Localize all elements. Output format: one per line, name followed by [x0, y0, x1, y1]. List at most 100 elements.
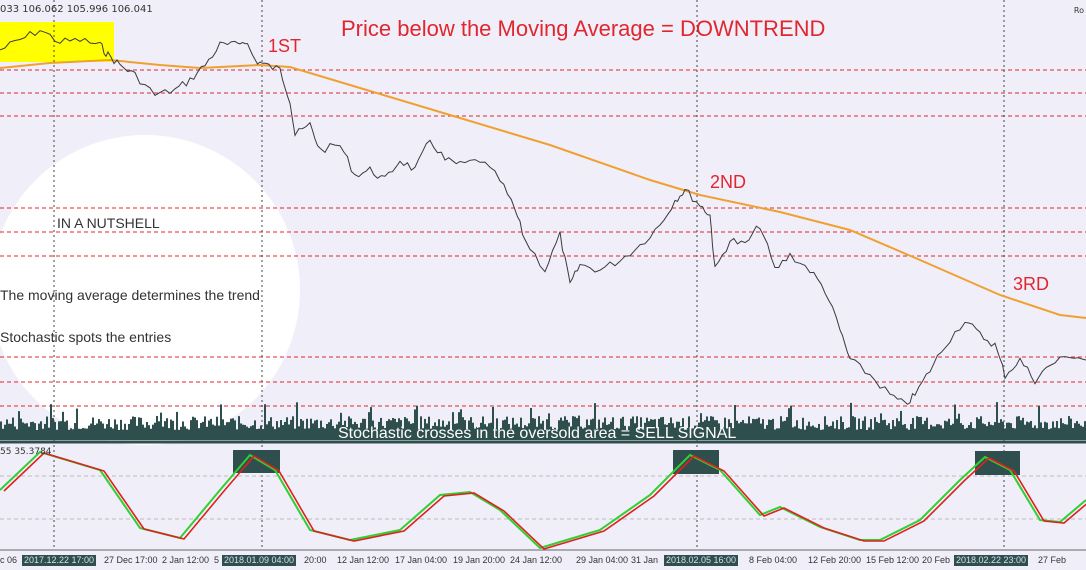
volume-bar	[844, 429, 846, 440]
volume-bar	[1050, 428, 1052, 440]
volume-bar	[264, 404, 266, 440]
volume-bar	[204, 416, 206, 440]
volume-bar	[1008, 422, 1010, 440]
volume-bar	[556, 429, 558, 440]
volume-bar	[74, 423, 76, 440]
volume-bar	[1024, 424, 1026, 440]
volume-bar	[136, 425, 138, 440]
volume-bar	[152, 424, 154, 440]
volume-bar	[42, 428, 44, 440]
volume-bar	[878, 423, 880, 440]
sell-signal-text: Stochastic crosses in the oversold area …	[338, 425, 737, 442]
volume-bar	[248, 427, 250, 440]
volume-bars	[0, 402, 1086, 440]
volume-bar	[356, 423, 358, 440]
volume-bar	[786, 417, 788, 440]
volume-bar	[842, 422, 844, 440]
volume-bar	[128, 423, 130, 440]
volume-bar	[534, 418, 536, 440]
volume-bar	[36, 429, 38, 440]
volume-bar	[460, 409, 462, 440]
volume-bar	[116, 424, 118, 440]
volume-bar	[62, 411, 64, 440]
volume-bar	[572, 416, 574, 440]
volume-bar	[894, 426, 896, 440]
volume-bar	[998, 422, 1000, 440]
volume-bar	[866, 429, 868, 440]
volume-bar	[176, 411, 178, 440]
volume-bar	[860, 428, 862, 440]
volume-bar	[638, 429, 640, 440]
volume-bar	[976, 417, 978, 440]
volume-bar	[396, 422, 398, 440]
time-axis-label: 15 Feb 12:00	[866, 555, 920, 565]
volume-bar	[190, 420, 192, 440]
volume-bar	[448, 421, 450, 440]
volume-bar	[720, 428, 722, 440]
volume-bar	[124, 423, 126, 440]
volume-bar	[412, 423, 414, 440]
volume-bar	[984, 424, 986, 440]
volume-bar	[76, 408, 78, 440]
time-axis-label: 17 Jan 04:00	[395, 555, 448, 565]
volume-bar	[660, 417, 662, 440]
volume-bar	[1068, 416, 1070, 440]
volume-bar	[138, 417, 140, 440]
volume-bar	[212, 424, 214, 440]
volume-bar	[450, 429, 452, 440]
volume-bar	[112, 428, 114, 440]
volume-bar	[454, 423, 456, 440]
volume-bar	[778, 428, 780, 440]
volume-bar	[608, 424, 610, 440]
volume-bar	[612, 417, 614, 440]
volume-bar	[184, 426, 186, 440]
volume-bar	[120, 419, 122, 440]
volume-bar	[970, 422, 972, 440]
volume-bar	[426, 423, 428, 440]
volume-bar	[326, 423, 328, 440]
volume-bar	[272, 426, 274, 440]
volume-bar	[462, 417, 464, 440]
volume-bar	[560, 417, 562, 440]
volume-bar	[626, 429, 628, 440]
volume-bar	[922, 424, 924, 440]
volume-bar	[348, 416, 350, 440]
nutshell-title: IN A NUTSHELL	[57, 215, 160, 231]
volume-bar	[422, 428, 424, 440]
volume-bar	[634, 423, 636, 440]
volume-bar	[1080, 425, 1082, 440]
volume-bar	[400, 420, 402, 440]
volume-bar	[600, 427, 602, 440]
volume-bar	[30, 422, 32, 440]
volume-bar	[232, 418, 234, 440]
volume-bar	[134, 416, 136, 440]
volume-bar	[804, 429, 806, 440]
volume-bar	[564, 416, 566, 440]
volume-bar	[12, 417, 14, 440]
volume-bar	[1038, 406, 1040, 440]
volume-bar	[260, 425, 262, 440]
nutshell-background	[0, 135, 300, 445]
volume-bar	[562, 420, 564, 440]
volume-bar	[236, 429, 238, 440]
volume-bar	[500, 428, 502, 440]
volume-bar	[658, 418, 660, 440]
volume-bar	[256, 429, 258, 440]
time-axis-label: c 06	[0, 555, 18, 565]
volume-bar	[340, 412, 342, 440]
volume-bar	[850, 402, 852, 440]
volume-bar	[820, 429, 822, 440]
volume-bar	[540, 423, 542, 440]
volume-bar	[532, 418, 534, 440]
time-axis-label: 24 Jan 12:00	[510, 555, 563, 565]
stochastic-signal-line	[3, 452, 1086, 550]
volume-bar	[742, 420, 744, 440]
volume-bar	[214, 425, 216, 440]
volume-bar	[856, 429, 858, 440]
volume-bar	[872, 429, 874, 440]
volume-bar	[682, 418, 684, 440]
volume-bar	[736, 420, 738, 440]
volume-bar	[288, 424, 290, 440]
time-axis-label: 27 Feb	[1038, 555, 1067, 565]
